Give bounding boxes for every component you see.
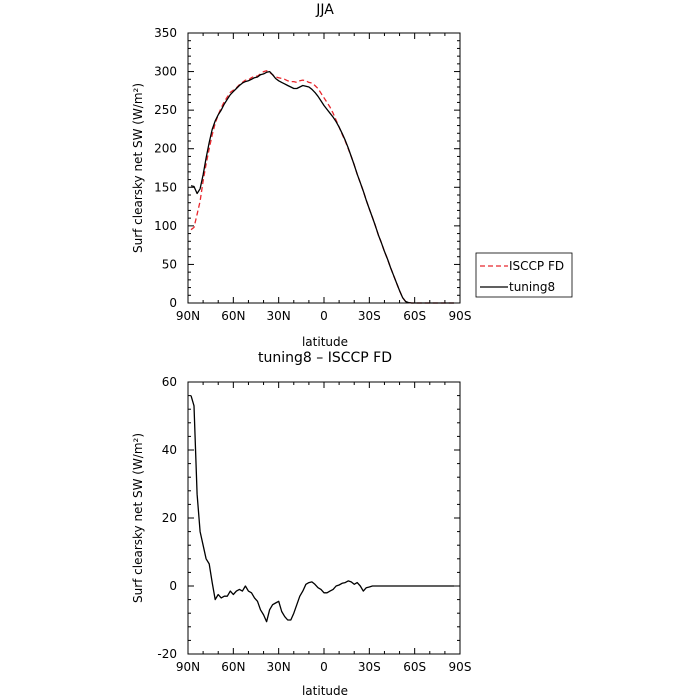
top-ytick-label: 300 bbox=[154, 65, 177, 79]
panel-top-xlabel: latitude bbox=[302, 335, 348, 349]
panel-top: JJA 90N 60N 30N 0 30S 60S 90S 0 50 100 150 200 250 30… bbox=[131, 2, 471, 349]
top-series-line-isccp-fd bbox=[190, 70, 454, 304]
bottom-series-line-difference bbox=[190, 395, 454, 623]
legend-label-tuning8: tuning8 bbox=[509, 280, 555, 294]
bottom-ytick-label: 0 bbox=[169, 579, 177, 593]
panel-top-title: JJA bbox=[315, 2, 334, 18]
top-xtick-label: 30N bbox=[267, 309, 291, 323]
bottom-ytick-label: 20 bbox=[162, 511, 177, 525]
top-ytick-label: 200 bbox=[154, 142, 177, 156]
bottom-xtick-label: 0 bbox=[320, 660, 328, 674]
top-xtick-label: 30S bbox=[358, 309, 381, 323]
top-ytick-label: 100 bbox=[154, 219, 177, 233]
top-xtick-label: 0 bbox=[320, 309, 328, 323]
bottom-ytick-label: 60 bbox=[162, 375, 177, 389]
bottom-ytick-label: -20 bbox=[157, 647, 177, 661]
top-xtick-label: 60N bbox=[221, 309, 245, 323]
top-ytick-label: 350 bbox=[154, 26, 177, 40]
legend: ISCCP FD tuning8 bbox=[475, 252, 573, 298]
panel-top-ylabel: Surf clearsky net SW (W/m²) bbox=[131, 83, 145, 253]
bottom-xtick-label: 60S bbox=[403, 660, 426, 674]
panel-bottom-frame bbox=[187, 381, 461, 655]
panel-top-series bbox=[190, 70, 454, 304]
top-xtick-label: 60S bbox=[403, 309, 426, 323]
bottom-xtick-label: 90S bbox=[449, 660, 472, 674]
panel-bottom-xlabel: latitude bbox=[302, 684, 348, 698]
top-ytick-label: 250 bbox=[154, 103, 177, 117]
panel-top-ticks: 90N 60N 30N 0 30S 60S 90S 0 50 100 150 200 250 300 350 bbox=[154, 26, 471, 323]
bottom-xtick-label: 90N bbox=[176, 660, 200, 674]
top-xtick-label: 90N bbox=[176, 309, 200, 323]
panel-bottom: tuning8 – ISCCP FD 90N 60N 30N 0 30S 60S 90S -2… bbox=[131, 350, 471, 698]
bottom-xtick-label: 30S bbox=[358, 660, 381, 674]
bottom-ytick-label: 40 bbox=[162, 443, 177, 457]
top-series-line-tuning8 bbox=[190, 70, 454, 304]
panel-top-frame bbox=[187, 32, 461, 304]
top-ytick-label: 0 bbox=[169, 296, 177, 310]
panel-bottom-ylabel: Surf clearsky net SW (W/m²) bbox=[131, 433, 145, 603]
top-ytick-label: 150 bbox=[154, 180, 177, 194]
legend-label-isccp-fd: ISCCP FD bbox=[509, 259, 564, 273]
bottom-xtick-label: 60N bbox=[221, 660, 245, 674]
panel-bottom-ticks: 90N 60N 30N 0 30S 60S 90S -20 0 20 40 60 bbox=[157, 375, 471, 674]
bottom-xtick-label: 30N bbox=[267, 660, 291, 674]
legend-box bbox=[475, 252, 573, 298]
top-ytick-label: 50 bbox=[162, 257, 177, 271]
panel-bottom-title: tuning8 – ISCCP FD bbox=[258, 350, 392, 366]
top-xtick-label: 90S bbox=[449, 309, 472, 323]
panel-bottom-series bbox=[190, 395, 454, 623]
